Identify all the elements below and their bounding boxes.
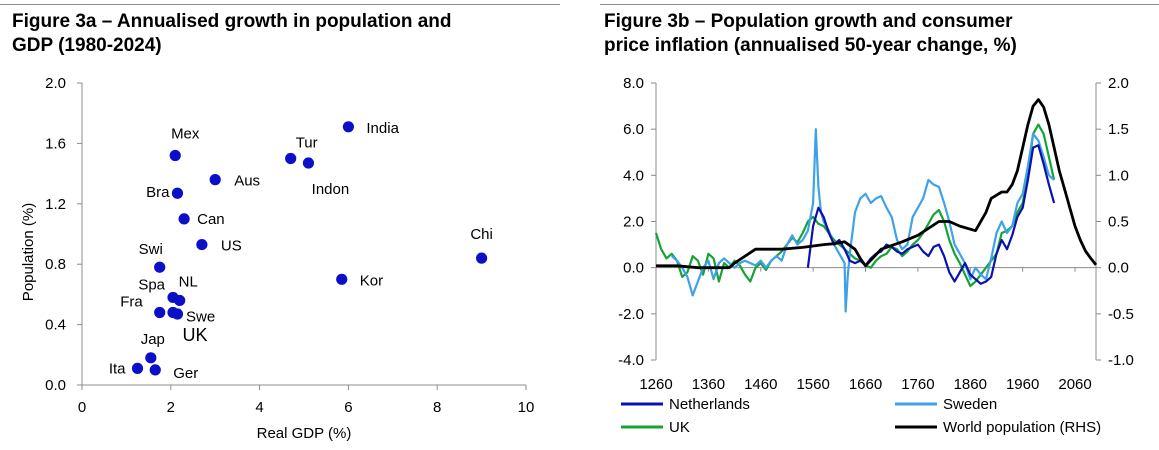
point-label-mex: Mex [171, 125, 200, 142]
series-line-world-population-rhs [656, 98, 1098, 270]
chart-a-x-axis-label: Real GDP (%) [257, 425, 352, 442]
point-swi [154, 261, 166, 273]
chart-a-x-tick-label: 2 [167, 399, 175, 416]
point-label-jap: Jap [141, 331, 165, 348]
figure-3b-title-line2: price inflation (annualised 50-year chan… [604, 35, 1017, 56]
figure-3a-title-line2: GDP (1980-2024) [12, 35, 162, 56]
chart-a-y-tick-label: 1.6 [45, 135, 66, 152]
chart-b-x-tick-label: 1460 [744, 376, 777, 393]
point-label-india: India [366, 120, 399, 137]
point-label-ger: Ger [173, 365, 198, 382]
point-label-uk: UK [182, 325, 207, 345]
point-jap [145, 352, 157, 364]
point-label-swi: Swi [139, 241, 163, 258]
point-chi [476, 252, 488, 264]
point-label-fra: Fra [120, 294, 143, 311]
header-rule-left [0, 4, 560, 5]
point-label-aus: Aus [234, 173, 260, 190]
point-label-indon: Indon [312, 181, 350, 198]
point-can [178, 213, 190, 225]
figure-3a-title-line1: Figure 3a – Annualised growth in populat… [12, 11, 452, 32]
point-nl [174, 294, 186, 307]
point-us [196, 238, 208, 251]
chart-a-x-tick-label: 0 [78, 399, 86, 416]
series-line-sweden [670, 128, 1055, 313]
point-label-ita: Ita [109, 360, 126, 377]
figure-3a-title: Figure 3a – Annualised growth in populat… [12, 10, 557, 58]
figure-3b-title: Figure 3b – Population growth and consum… [604, 10, 1154, 58]
legend-label-sweden: Sweden [943, 396, 997, 413]
header-rule [0, 0, 1159, 8]
chart-b-left-tick-label: 8.0 [623, 75, 644, 92]
series-line-netherlands [806, 144, 1056, 285]
legend-label-netherlands: Netherlands [669, 396, 750, 413]
point-label-can: Can [197, 211, 225, 228]
point-uk [171, 308, 184, 320]
chart-b-right-tick-label: -0.5 [1108, 306, 1134, 323]
figure-3b-title-line1: Figure 3b – Population growth and consum… [604, 11, 1013, 32]
chart-b-x-tick-label: 1760 [901, 376, 934, 393]
chart-a-y-tick-label: 0.4 [45, 317, 66, 334]
point-label-tur: Tur [296, 135, 318, 152]
point-bra [171, 187, 184, 199]
point-ita [131, 362, 144, 374]
point-label-kor: Kor [360, 272, 383, 289]
chart-b-right-tick-label: 2.0 [1108, 75, 1129, 92]
legend-label-uk: UK [669, 419, 690, 436]
chart-b-axes: -4.0 -2.0 0.0 2.0 4.0 6.0 8.0 -1.0 -0.5 0.0 0.5 1.0… [618, 75, 1134, 393]
chart-a-x-tick-label: 6 [344, 399, 352, 416]
point-kor [336, 273, 348, 285]
point-fra [154, 306, 166, 319]
chart-b-left-tick-label: -4.0 [618, 352, 644, 369]
chart-a-x-tick-label: 10 [518, 399, 535, 416]
chart-b-right-tick-label: 0.0 [1108, 260, 1129, 277]
chart-b-x-tick-label: 1360 [692, 376, 725, 393]
point-mex [169, 149, 181, 162]
chart-b-left-tick-label: -2.0 [618, 306, 644, 323]
series-line-uk [654, 123, 1056, 288]
point-label-us: US [221, 238, 242, 255]
chart-b-lines [654, 98, 1098, 313]
chart-a-points: India Mex Tur Indon Aus Bra Can US Chi Swi Kor Spa N… [109, 120, 493, 382]
chart-b-x-tick-label: 1260 [639, 376, 672, 393]
point-label-spa: Spa [138, 276, 165, 293]
point-label-swe: Swe [186, 309, 215, 326]
chart-a-y-tick-label: 0.8 [45, 256, 66, 273]
chart-a-axes: 0 2 4 6 8 10 0.0 0.4 0.8 1.2 1.6 2.0 [45, 75, 534, 416]
chart-b-left-tick-label: 0.0 [623, 260, 644, 277]
chart-b-x-tick-label: 2060 [1058, 376, 1091, 393]
chart-b-x-tick-label: 1560 [796, 376, 829, 393]
point-label-bra: Bra [146, 184, 170, 201]
chart-b-left-tick-label: 6.0 [623, 121, 644, 138]
chart-a-x-tick-label: 8 [433, 399, 441, 416]
chart-b-legend: Netherlands Sweden UK World population (RHS… [621, 396, 1101, 436]
chart-a-y-tick-label: 1.2 [45, 196, 66, 213]
point-tur [285, 152, 297, 165]
chart-b-x-tick-label: 1660 [849, 376, 882, 393]
chart-b-x-tick-label: 1960 [1006, 376, 1039, 393]
point-label-chi: Chi [470, 226, 493, 243]
point-aus [209, 174, 221, 186]
chart-b-x-tick-label: 1860 [954, 376, 987, 393]
point-ger [149, 364, 161, 376]
chart-a-y-tick-label: 2.0 [45, 75, 66, 92]
header-rule-right [600, 4, 1159, 5]
legend-label-world-population-rhs: World population (RHS) [943, 419, 1101, 436]
point-indon [302, 157, 315, 169]
chart-a-y-axis-label: Population (%) [20, 203, 37, 301]
chart-b-right-tick-label: 1.0 [1108, 167, 1129, 184]
point-india [342, 121, 354, 133]
point-label-nl: NL [179, 273, 198, 290]
chart-b-right-tick-label: 1.5 [1108, 121, 1129, 138]
chart-b-left-tick-label: 4.0 [623, 167, 644, 184]
chart-b-right-tick-label: 0.5 [1108, 214, 1129, 231]
chart-a-x-tick-label: 4 [255, 399, 263, 416]
chart-b-right-tick-label: -1.0 [1108, 352, 1134, 369]
chart-a-y-tick-label: 0.0 [45, 377, 66, 394]
chart-b-left-tick-label: 2.0 [623, 214, 644, 231]
